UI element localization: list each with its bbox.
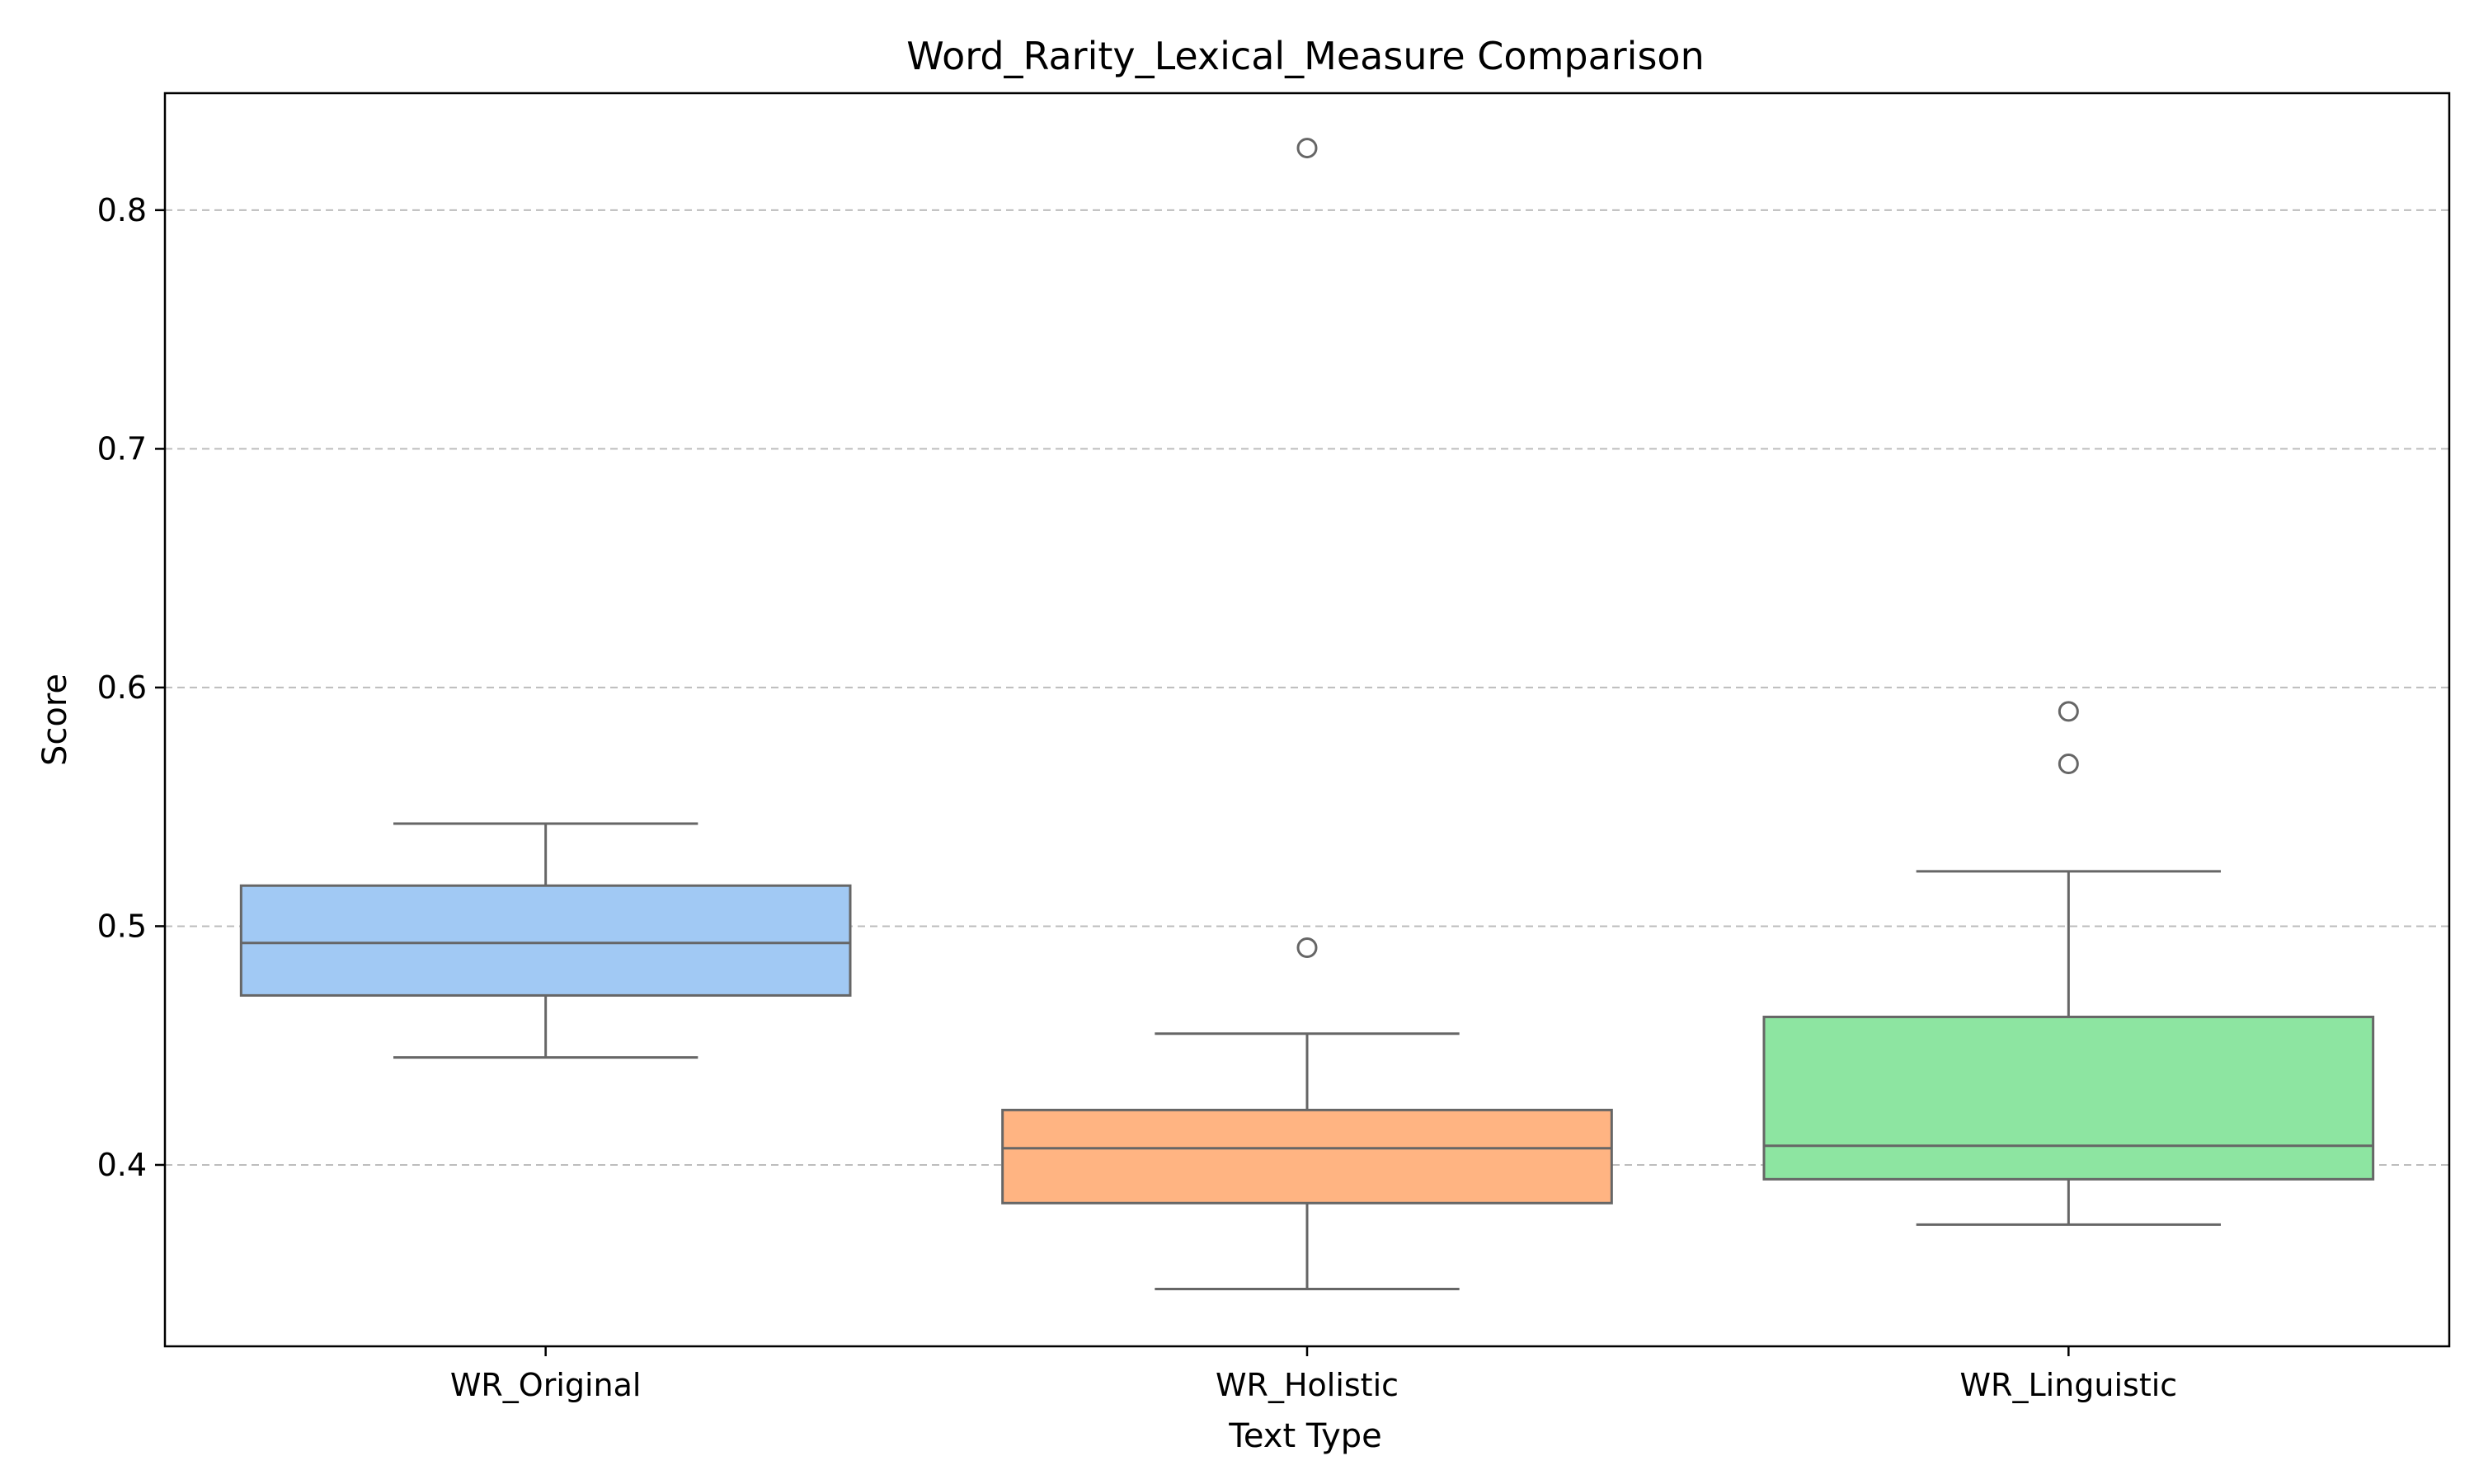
- boxes: [239, 138, 2375, 1291]
- y-tick-label: 0.5: [97, 908, 147, 944]
- chart-title: Word_Rarity_Lexical_Measure Comparison: [906, 34, 1704, 78]
- box-group: [1762, 701, 2375, 1226]
- y-tick-label: 0.6: [97, 669, 147, 706]
- x-tick-label: WR_Original: [450, 1367, 642, 1403]
- y-tick-label: 0.4: [97, 1147, 147, 1183]
- x-tick-label: WR_Linguistic: [1959, 1367, 2177, 1403]
- x-tick-label: WR_Holistic: [1216, 1367, 1399, 1403]
- box-iqr: [1001, 1108, 1613, 1205]
- y-axis-label: Score: [36, 674, 74, 766]
- y-tick-label: 0.8: [97, 192, 147, 228]
- outlier-point: [2058, 701, 2079, 722]
- box-iqr: [239, 884, 852, 997]
- x-axis-ticks: WR_Original WR_Holistic WR_Linguistic: [450, 1346, 2177, 1403]
- y-tick-label: 0.7: [97, 430, 147, 467]
- x-axis-label: Text Type: [1228, 1417, 1382, 1455]
- outlier-point: [2058, 754, 2079, 775]
- box-group: [239, 822, 852, 1059]
- outlier-point: [1296, 937, 1318, 958]
- box-group: [1001, 138, 1613, 1291]
- box-iqr: [1762, 1015, 2375, 1181]
- outlier-point: [1296, 138, 1318, 159]
- y-axis-ticks: 0.4 0.5 0.6 0.7 0.8: [97, 192, 165, 1183]
